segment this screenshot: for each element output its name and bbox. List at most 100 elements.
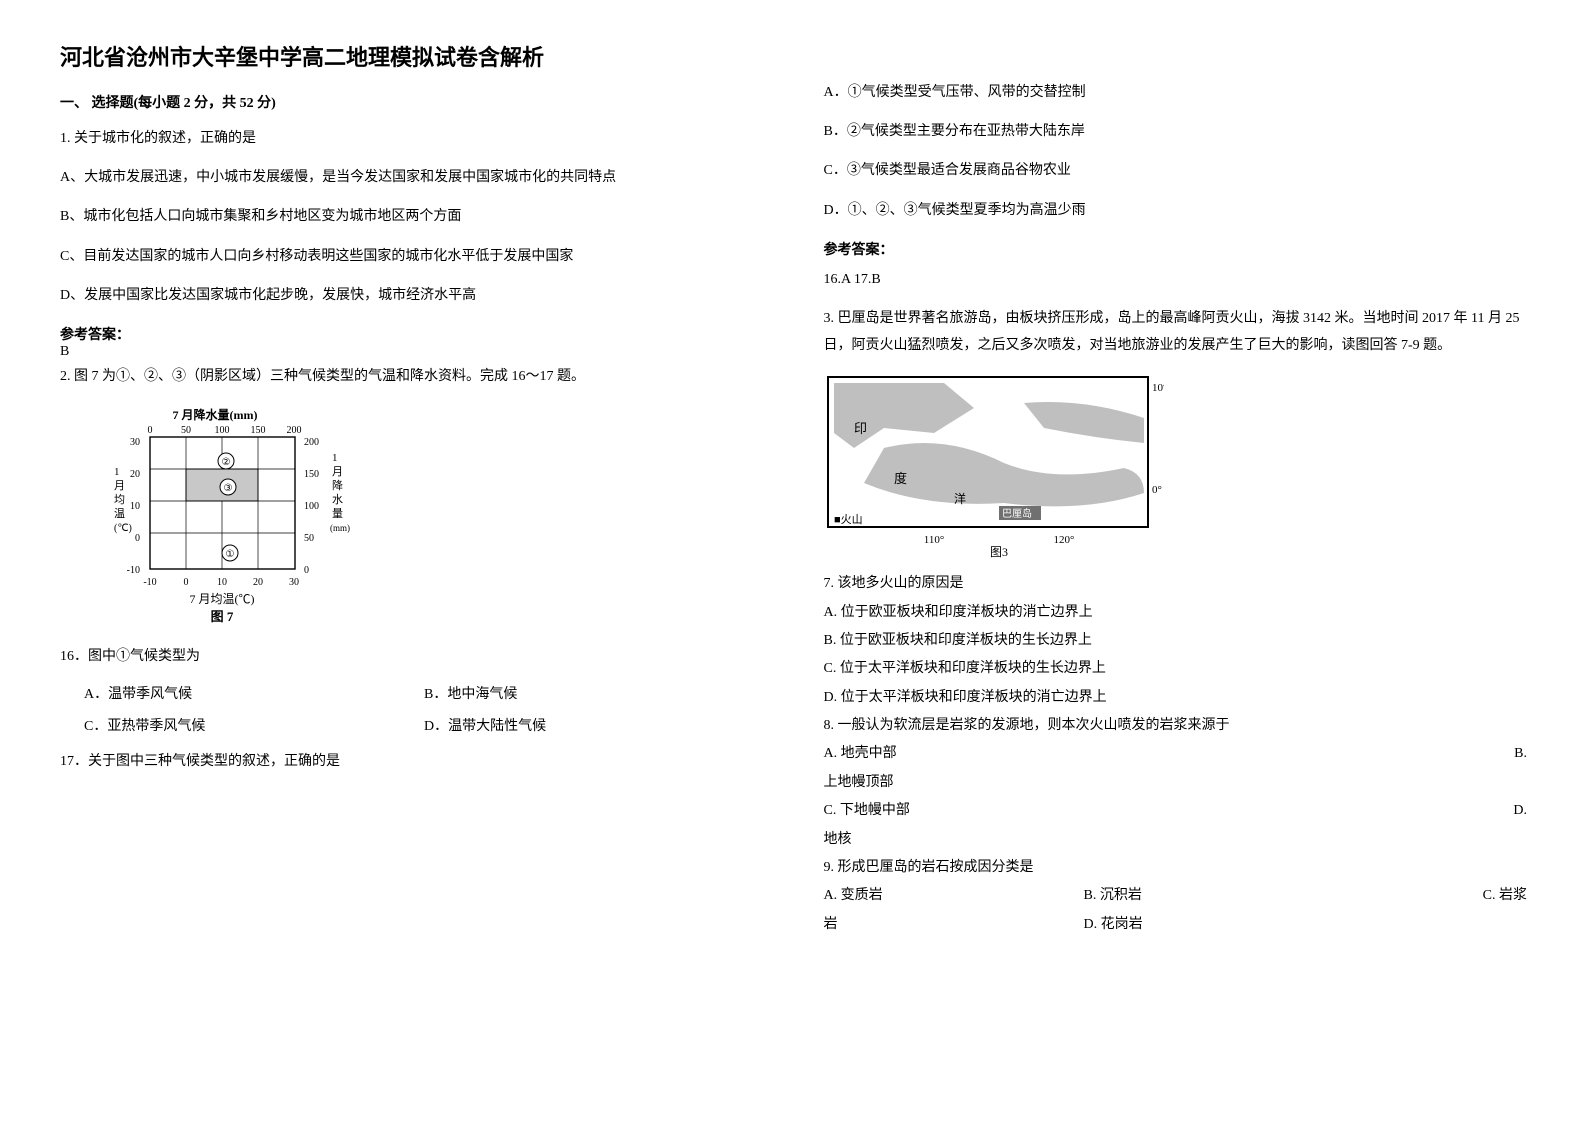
map-lab-du: 度	[894, 471, 907, 486]
q16-d: D．温带大陆性气候	[424, 715, 546, 735]
xt0: 0	[148, 425, 153, 436]
q16-c: C．亚热带季风气候	[84, 715, 424, 735]
section-1-head: 一、 选择题(每小题 2 分，共 52 分)	[60, 92, 764, 112]
q7-c: C. 位于太平洋板块和印度洋板块的生长边界上	[824, 658, 1528, 680]
y-right-lab6: (mm)	[330, 523, 350, 533]
q8-stem: 8. 一般认为软流层是岩浆的发源地，则本次火山喷发的岩浆来源于	[824, 715, 1528, 737]
y-right-lab5: 量	[332, 507, 343, 520]
q16-b: B．地中海气候	[424, 683, 517, 703]
doc-title: 河北省沧州市大辛堡中学高二地理模拟试卷含解析	[60, 40, 764, 72]
q3-stem: 3. 巴厘岛是世界著名旅游岛，由板块挤压形成，岛上的最高峰阿贡火山，海拔 314…	[824, 306, 1528, 359]
xb0: -10	[143, 577, 156, 588]
q9-tail: 岩	[824, 914, 1084, 936]
xt4: 200	[287, 425, 302, 436]
y-left-lab2: 月	[114, 480, 125, 492]
q9-a: A. 变质岩	[824, 885, 1084, 907]
y-left-lab5: (℃)	[114, 523, 132, 534]
q8-c: C. 下地幔中部	[824, 800, 1498, 822]
map-lab-bali: 巴厘岛	[1002, 507, 1032, 520]
lat-10: 10°	[1152, 382, 1164, 394]
yr0: 200	[304, 437, 319, 448]
q8-d-prefix: D.	[1497, 800, 1527, 822]
y-right-lab4: 水	[332, 493, 343, 506]
q7-stem: 7. 该地多火山的原因是	[824, 573, 1528, 595]
q7-a: A. 位于欧亚板块和印度洋板块的消亡边界上	[824, 602, 1528, 624]
yl4: -10	[127, 565, 140, 576]
xb3: 20	[253, 577, 263, 588]
q17-d: D．①、②、③气候类型夏季均为高温少雨	[824, 198, 1528, 223]
yr2: 100	[304, 501, 319, 512]
x-bottom-label: 7 月均温(℃)	[190, 592, 255, 606]
y-right-lab3: 降	[332, 478, 343, 492]
q2-stem: 2. 图 7 为①、②、③（阴影区域）三种气候类型的气温和降水资料。完成 16～…	[60, 364, 764, 389]
q9-row2: 岩 D. 花岗岩	[824, 914, 1528, 936]
q7-b: B. 位于欧亚板块和印度洋板块的生长边界上	[824, 630, 1528, 652]
y-left-lab4: 温	[114, 507, 125, 520]
yl0: 30	[130, 437, 140, 448]
lon-110: 110°	[923, 534, 944, 546]
map-lab-yin: 印	[854, 421, 867, 436]
q9-stem: 9. 形成巴厘岛的岩石按成因分类是	[824, 857, 1528, 879]
xb1: 0	[184, 577, 189, 588]
q17-stem: 17．关于图中三种气候类型的叙述，正确的是	[60, 749, 764, 774]
q8-a: A. 地壳中部	[824, 743, 1498, 765]
chart-figure: 7 月降水量(mm) 0 50 100 150 200 30 20 10 0 -…	[100, 405, 764, 630]
q17-c: C．③气候类型最适合发展商品谷物农业	[824, 158, 1528, 183]
xb4: 30	[289, 577, 299, 588]
q9-b: B. 沉积岩	[1084, 885, 1444, 907]
climate-chart-svg: 7 月降水量(mm) 0 50 100 150 200 30 20 10 0 -…	[100, 405, 350, 625]
lon-120: 120°	[1053, 534, 1074, 546]
yr3: 50	[304, 533, 314, 544]
answer-1: B	[60, 344, 764, 360]
q17-b: B．②气候类型主要分布在亚热带大陆东岸	[824, 119, 1528, 144]
y-right-lab2: 月	[332, 466, 343, 478]
y-right-lab1: 1	[332, 452, 338, 464]
yl1: 20	[130, 469, 140, 480]
q1-opt-b: B、城市化包括人口向城市集聚和乡村地区变为城市地区两个方面	[60, 204, 764, 229]
q1-opt-d: D、发展中国家比发达国家城市化起步晚，发展快，城市经济水平高	[60, 283, 764, 308]
answer-head-1: 参考答案：	[60, 324, 764, 344]
marker-1: ①	[226, 549, 235, 560]
chart-title: 7 月降水量(mm)	[173, 407, 258, 422]
xt3: 150	[251, 425, 266, 436]
q17-a: A．①气候类型受气压带、风带的交替控制	[824, 80, 1528, 105]
q9-c: C. 岩浆	[1444, 885, 1528, 907]
map-caption: 图3	[989, 545, 1007, 558]
y-left-lab3: 均	[114, 493, 125, 506]
q16-a: A．温带季风气候	[84, 683, 424, 703]
q7-d: D. 位于太平洋板块和印度洋板块的消亡边界上	[824, 687, 1528, 709]
answer-2: 16.A 17.B	[824, 267, 1528, 292]
q8-row1: A. 地壳中部 B.	[824, 743, 1528, 765]
q16-stem: 16．图中①气候类型为	[60, 644, 764, 669]
xt1: 50	[181, 425, 191, 436]
xb2: 10	[217, 577, 227, 588]
q8-b-prefix: B.	[1497, 743, 1527, 765]
map-figure: 印 度 洋 巴厘岛 ■火山 10° 0° 110° 120° 图3	[824, 373, 1528, 563]
map-lab-volcano: ■火山	[834, 513, 863, 526]
xt2: 100	[215, 425, 230, 436]
map-lab-yang: 洋	[954, 491, 966, 506]
q16-row2: C．亚热带季风气候 D．温带大陆性气候	[84, 715, 764, 735]
answer-head-2: 参考答案：	[824, 239, 1528, 259]
left-column: 河北省沧州市大辛堡中学高二地理模拟试卷含解析 一、 选择题(每小题 2 分，共 …	[60, 40, 764, 942]
yr1: 150	[304, 469, 319, 480]
right-column: A．①气候类型受气压带、风带的交替控制 B．②气候类型主要分布在亚热带大陆东岸 …	[824, 40, 1528, 942]
q1-opt-c: C、目前发达国家的城市人口向乡村移动表明这些国家的城市化水平低于发展中国家	[60, 244, 764, 269]
q8-d-tail: 地核	[824, 829, 1528, 851]
q8-row2: C. 下地幔中部 D.	[824, 800, 1528, 822]
page-root: 河北省沧州市大辛堡中学高二地理模拟试卷含解析 一、 选择题(每小题 2 分，共 …	[60, 40, 1527, 942]
y-left-lab1: 1	[114, 466, 120, 478]
yl3: 0	[135, 533, 140, 544]
yr4: 0	[304, 565, 309, 576]
q1-opt-a: A、大城市发展迅速，中小城市发展缓慢，是当今发达国家和发展中国家城市化的共同特点	[60, 165, 764, 190]
q9-row1: A. 变质岩 B. 沉积岩 C. 岩浆	[824, 885, 1528, 907]
q9-d: D. 花岗岩	[1084, 914, 1444, 936]
chart-caption: 图 7	[211, 609, 234, 624]
q16-row1: A．温带季风气候 B．地中海气候	[84, 683, 764, 703]
map-svg: 印 度 洋 巴厘岛 ■火山 10° 0° 110° 120° 图3	[824, 373, 1164, 558]
marker-3: ③	[224, 483, 233, 494]
q1-stem: 1. 关于城市化的叙述，正确的是	[60, 126, 764, 151]
lat-0: 0°	[1152, 484, 1162, 496]
q8-b-tail: 上地幔顶部	[824, 772, 1528, 794]
yl2: 10	[130, 501, 140, 512]
